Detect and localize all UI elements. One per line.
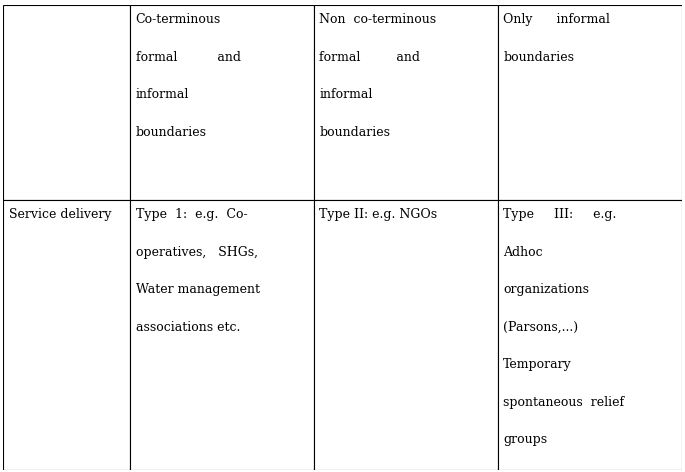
Text: Only      informal: Only informal bbox=[503, 13, 610, 26]
Text: Water management: Water management bbox=[136, 283, 260, 296]
Text: Type     III:     e.g.: Type III: e.g. bbox=[503, 208, 616, 221]
Text: formal         and: formal and bbox=[319, 51, 421, 64]
Text: formal          and: formal and bbox=[136, 51, 240, 64]
Bar bbox=[3, 5, 130, 200]
Text: boundaries: boundaries bbox=[136, 126, 207, 139]
Text: Non  co-terminous: Non co-terminous bbox=[319, 13, 436, 26]
Text: spontaneous  relief: spontaneous relief bbox=[503, 396, 624, 409]
Text: Type  1:  e.g.  Co-: Type 1: e.g. Co- bbox=[136, 208, 247, 221]
Bar bbox=[3, 200, 130, 470]
Text: Co-terminous: Co-terminous bbox=[136, 13, 221, 26]
Text: Type II: e.g. NGOs: Type II: e.g. NGOs bbox=[319, 208, 438, 221]
Text: informal: informal bbox=[319, 88, 373, 101]
Text: groups: groups bbox=[503, 433, 547, 447]
Text: organizations: organizations bbox=[503, 283, 589, 296]
Bar bbox=[130, 5, 314, 200]
Bar bbox=[130, 200, 314, 470]
Text: Temporary: Temporary bbox=[503, 358, 572, 371]
Text: boundaries: boundaries bbox=[319, 126, 390, 139]
Text: Adhoc: Adhoc bbox=[503, 246, 543, 259]
Text: Service delivery: Service delivery bbox=[9, 208, 112, 221]
Text: (Parsons,...): (Parsons,...) bbox=[503, 321, 578, 334]
Bar bbox=[314, 5, 498, 200]
Bar bbox=[314, 200, 498, 470]
Bar bbox=[498, 200, 682, 470]
Text: operatives,   SHGs,: operatives, SHGs, bbox=[136, 246, 258, 259]
Text: associations etc.: associations etc. bbox=[136, 321, 240, 334]
Bar bbox=[498, 5, 682, 200]
Text: informal: informal bbox=[136, 88, 189, 101]
Text: boundaries: boundaries bbox=[503, 51, 574, 64]
